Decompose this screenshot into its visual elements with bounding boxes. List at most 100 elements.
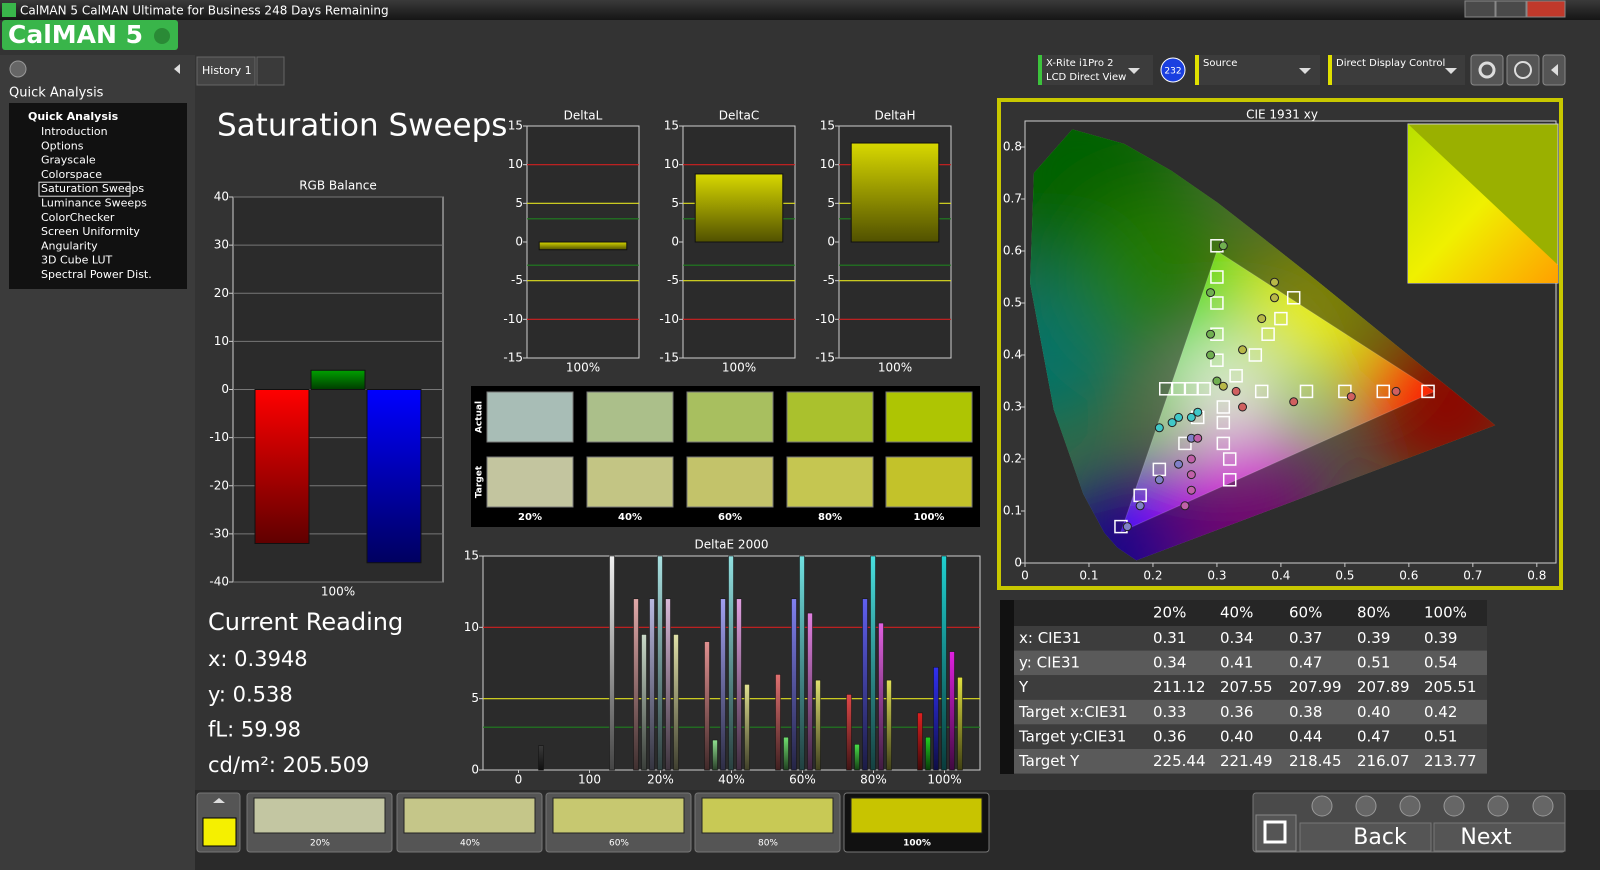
x-tick-label: 100%: [878, 361, 912, 375]
logo[interactable]: [2, 20, 178, 50]
target-point: [1216, 400, 1231, 414]
actual-point: [1186, 412, 1196, 422]
table-header-cell: 20%: [1153, 604, 1186, 622]
actual-point: [1206, 329, 1216, 339]
tree-item[interactable]: Introduction: [41, 125, 108, 138]
tree-item[interactable]: Saturation Sweeps: [41, 182, 144, 195]
y-tick-label: -5: [511, 273, 523, 287]
bar: [957, 677, 963, 771]
up-arrow: [213, 798, 225, 803]
y-tick-label: 0.5: [1003, 296, 1022, 310]
table-cell: 0.47: [1357, 727, 1390, 745]
table-cell: 0.41: [1220, 654, 1253, 672]
y-tick-label: 30: [214, 238, 229, 252]
tree-item[interactable]: ColorChecker: [41, 211, 115, 224]
tree-item[interactable]: Angularity: [41, 239, 98, 252]
chart-title: RGB Balance: [299, 179, 377, 193]
actual-swatch: [686, 391, 774, 443]
table-row-label: Target Y: [1018, 752, 1080, 770]
y-tick-label: 0.1: [1003, 504, 1022, 518]
target-point: [1222, 452, 1237, 466]
actual-swatch: [586, 391, 674, 443]
collapse-arrow[interactable]: [174, 64, 180, 74]
table-cell: 207.99: [1289, 678, 1342, 696]
y-tick-label: 0: [221, 382, 229, 396]
add-tab[interactable]: [256, 56, 285, 86]
window-title: CalMAN 5 CalMAN Ultimate for Business 24…: [20, 4, 389, 18]
bar: [728, 555, 734, 771]
table-header-cell: 60%: [1289, 604, 1322, 622]
logo-dropdown[interactable]: [154, 28, 170, 44]
close-button[interactable]: [1526, 0, 1566, 18]
control-button[interactable]: [1311, 795, 1333, 817]
display-box[interactable]: [1328, 55, 1465, 85]
bar: [736, 598, 742, 771]
actual-point: [1154, 423, 1164, 433]
tree-item[interactable]: 3D Cube LUT: [41, 254, 112, 267]
bar: [744, 684, 750, 771]
patch-label: 20%: [310, 839, 330, 849]
bar: [925, 736, 931, 771]
bar: [807, 612, 813, 771]
table-cell: 205.51: [1424, 678, 1477, 696]
bar: [694, 173, 784, 243]
y-tick-label: 15: [664, 119, 679, 133]
bar: [878, 622, 884, 771]
sidebar-icon[interactable]: [9, 60, 27, 78]
target-point: [1286, 291, 1301, 305]
patch-label: 100%: [903, 839, 931, 849]
swatch-column-label: 60%: [718, 512, 742, 523]
stop-button[interactable]: [1255, 814, 1297, 852]
tree-item[interactable]: Luminance Sweeps: [41, 197, 147, 210]
target-point: [1421, 384, 1435, 399]
next-button[interactable]: [1433, 822, 1566, 852]
y-tick-label: 5: [671, 196, 679, 210]
y-tick-label: 5: [827, 196, 835, 210]
y-tick-label: -5: [667, 273, 679, 287]
settings-button[interactable]: [1470, 54, 1504, 86]
table-corner: [1000, 600, 1014, 774]
table-cell: 0.51: [1424, 727, 1457, 745]
swatch-column-label: 20%: [518, 512, 542, 523]
control-button[interactable]: [1355, 795, 1377, 817]
target-point: [1274, 311, 1288, 326]
tree-item[interactable]: Grayscale: [41, 154, 96, 167]
control-button[interactable]: [1487, 795, 1509, 817]
control-button[interactable]: [1532, 795, 1554, 817]
back-button[interactable]: [1299, 822, 1432, 852]
bar: [665, 598, 671, 771]
table-cell: 0.34: [1153, 654, 1186, 672]
actual-point: [1206, 288, 1216, 298]
tree-item[interactable]: Screen Uniformity: [41, 225, 140, 238]
actual-point: [1193, 433, 1203, 443]
table-cell: 213.77: [1424, 752, 1477, 770]
bar: [366, 389, 422, 564]
bar: [783, 736, 789, 771]
table-cell: 207.89: [1357, 678, 1410, 696]
tab[interactable]: [196, 56, 256, 86]
target-swatch: [486, 456, 574, 508]
selected-item: [38, 181, 131, 197]
control-button[interactable]: [1443, 795, 1465, 817]
table-row: [1014, 749, 1487, 774]
display-dropdown: [1445, 68, 1457, 74]
bar: [850, 142, 940, 243]
meter-mode: LCD Direct View: [1046, 72, 1126, 83]
x-tick-label: 100%: [566, 361, 600, 375]
control-button[interactable]: [1399, 795, 1421, 817]
y-tick-label: 15: [820, 119, 835, 133]
help-button[interactable]: [1506, 54, 1540, 86]
y-tick-label: -5: [823, 273, 835, 287]
table-cell: 0.51: [1357, 654, 1390, 672]
target-point: [1254, 384, 1269, 399]
source-box[interactable]: [1195, 55, 1320, 85]
table-row-label: Target x:CIE31: [1018, 703, 1128, 721]
tree-item[interactable]: Spectral Power Dist.: [41, 268, 152, 281]
tree-item[interactable]: Colorspace: [41, 168, 102, 181]
maximize-button[interactable]: [1495, 0, 1527, 18]
tree-item[interactable]: Options: [41, 139, 84, 152]
minimize-button[interactable]: [1464, 0, 1496, 18]
swatch-column-label: 80%: [818, 512, 842, 523]
bar: [254, 389, 310, 544]
x-tick-label: 20%: [647, 773, 674, 787]
